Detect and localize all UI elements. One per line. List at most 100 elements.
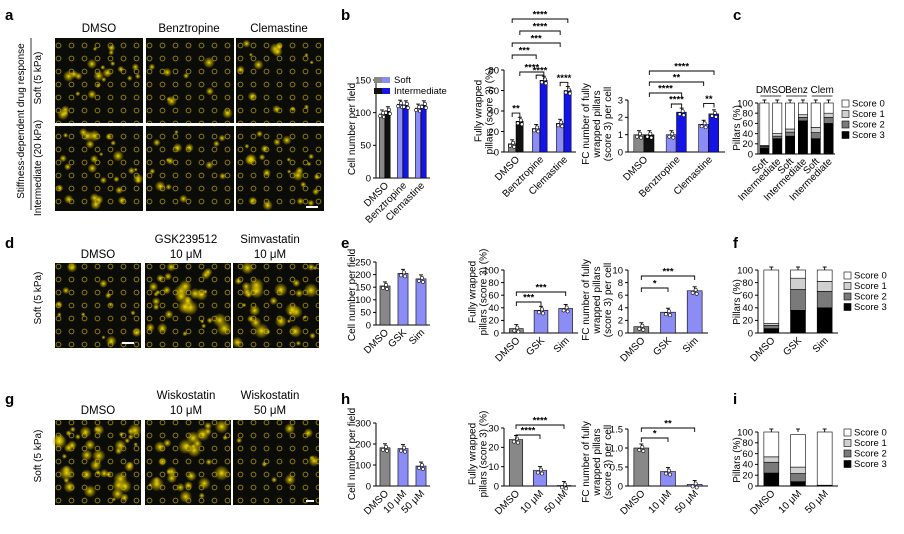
micrograph-soft-benztropine	[146, 38, 234, 123]
y-axis-label: Cell number per field	[347, 83, 358, 175]
x-tick-label: DMSO	[618, 335, 647, 364]
group-label: Benz	[785, 85, 808, 96]
stack-segment	[785, 102, 796, 130]
data-point	[540, 471, 544, 476]
panel-label-e: e	[341, 235, 349, 252]
data-point	[515, 325, 520, 330]
y-tick-label: 40	[742, 129, 753, 140]
y-tick-label: 60	[742, 449, 753, 460]
data-point	[422, 101, 427, 106]
data-point	[639, 135, 643, 140]
data-point	[640, 445, 645, 449]
y-tick-label: 20	[742, 316, 753, 327]
data-point	[670, 131, 675, 136]
stack-segment	[763, 461, 780, 474]
stack-segment	[790, 277, 806, 290]
data-point	[677, 112, 682, 117]
stack-segment	[763, 472, 780, 487]
significance-bracket	[648, 92, 683, 97]
data-point	[423, 105, 428, 110]
data-point	[668, 472, 672, 477]
data-point	[671, 135, 676, 140]
stack-legend-label: Score 2	[854, 449, 887, 460]
bar	[396, 103, 403, 179]
data-point	[543, 81, 548, 86]
stack-segment	[790, 473, 806, 482]
significance-bracket	[535, 74, 545, 80]
y-tick-label: 40	[488, 106, 499, 117]
data-point	[516, 440, 520, 445]
scale-bar	[306, 500, 314, 502]
x-tick-label: 50 μM	[803, 488, 831, 516]
stack-legend-label: Score 3	[854, 302, 887, 313]
data-point	[567, 91, 572, 96]
y-tick-label: 60	[488, 86, 499, 97]
stack-segment	[816, 291, 833, 309]
stack-legend-label: Score 1	[852, 109, 885, 120]
stack-legend-label: Score 0	[854, 428, 887, 439]
stack-legend-label: Score 1	[854, 281, 887, 292]
stack-legend-label: Score 0	[854, 271, 887, 282]
y-tick-label: 250	[355, 257, 371, 268]
y-axis-label: Pillars (%)	[732, 279, 743, 325]
significance-label: ****	[674, 62, 689, 73]
stack-segment	[810, 138, 821, 155]
x-tick-label: GSK	[386, 327, 409, 350]
stack-segment	[823, 116, 834, 124]
data-point	[381, 447, 385, 452]
y-tick-label: 8	[618, 278, 623, 289]
y-tick-label: 50	[360, 141, 371, 152]
significance-label: ***	[519, 46, 530, 57]
stack-legend-label: Score 2	[854, 292, 887, 303]
y-tick-label: 0	[618, 147, 623, 158]
significance-bracket	[648, 81, 705, 86]
significance-label: ***	[531, 34, 542, 45]
scale-bar	[122, 342, 134, 344]
stack-segment	[790, 269, 806, 279]
y-tick-label: 6	[618, 291, 623, 302]
y-tick-label: 20	[742, 139, 753, 150]
micrograph-row2-sim	[231, 261, 319, 348]
y-tick-label: 150	[355, 75, 371, 86]
y-tick-label: 80	[742, 278, 753, 289]
significance-label: ****	[524, 63, 539, 74]
bar	[420, 104, 427, 179]
stack-legend-swatch	[843, 428, 852, 437]
data-point	[414, 108, 419, 112]
data-point	[417, 466, 421, 470]
row3-header-wisko10: Wiskostatin 10 μM	[157, 390, 216, 417]
micrograph-intermediate-dmso	[55, 126, 144, 211]
significance-bracket	[515, 301, 542, 306]
stack-segment	[810, 127, 821, 133]
y-tick-label: 60	[488, 291, 499, 302]
significance-label: ****	[669, 95, 684, 106]
data-point	[399, 448, 403, 453]
stack-legend-swatch	[843, 282, 852, 290]
y-tick-label: 0	[748, 481, 753, 492]
y-tick-label: 0	[494, 147, 499, 158]
data-point	[512, 439, 516, 444]
x-tick-label: GSK	[651, 335, 674, 358]
legend-swatch-soft-dark	[374, 77, 382, 83]
data-point	[664, 312, 668, 317]
stack-segment	[816, 269, 833, 282]
bar	[378, 113, 385, 179]
data-point	[535, 125, 540, 130]
bar	[397, 273, 409, 326]
stack-legend-swatch	[843, 292, 852, 301]
y-tick-label: 20	[488, 127, 499, 138]
y-tick-label: 40	[488, 303, 499, 314]
data-point	[512, 328, 517, 333]
row2-header-sim: Simvastatin 10 μM	[240, 234, 299, 261]
y-tick-label: 1	[618, 130, 623, 141]
data-point	[508, 143, 513, 148]
data-point	[680, 109, 685, 114]
significance-bracket	[519, 71, 545, 76]
stack-segment	[763, 431, 780, 458]
x-tick-label: 50 μM	[673, 488, 701, 516]
panel-label-d: d	[5, 235, 14, 252]
data-point	[532, 128, 537, 133]
data-point	[560, 124, 565, 129]
